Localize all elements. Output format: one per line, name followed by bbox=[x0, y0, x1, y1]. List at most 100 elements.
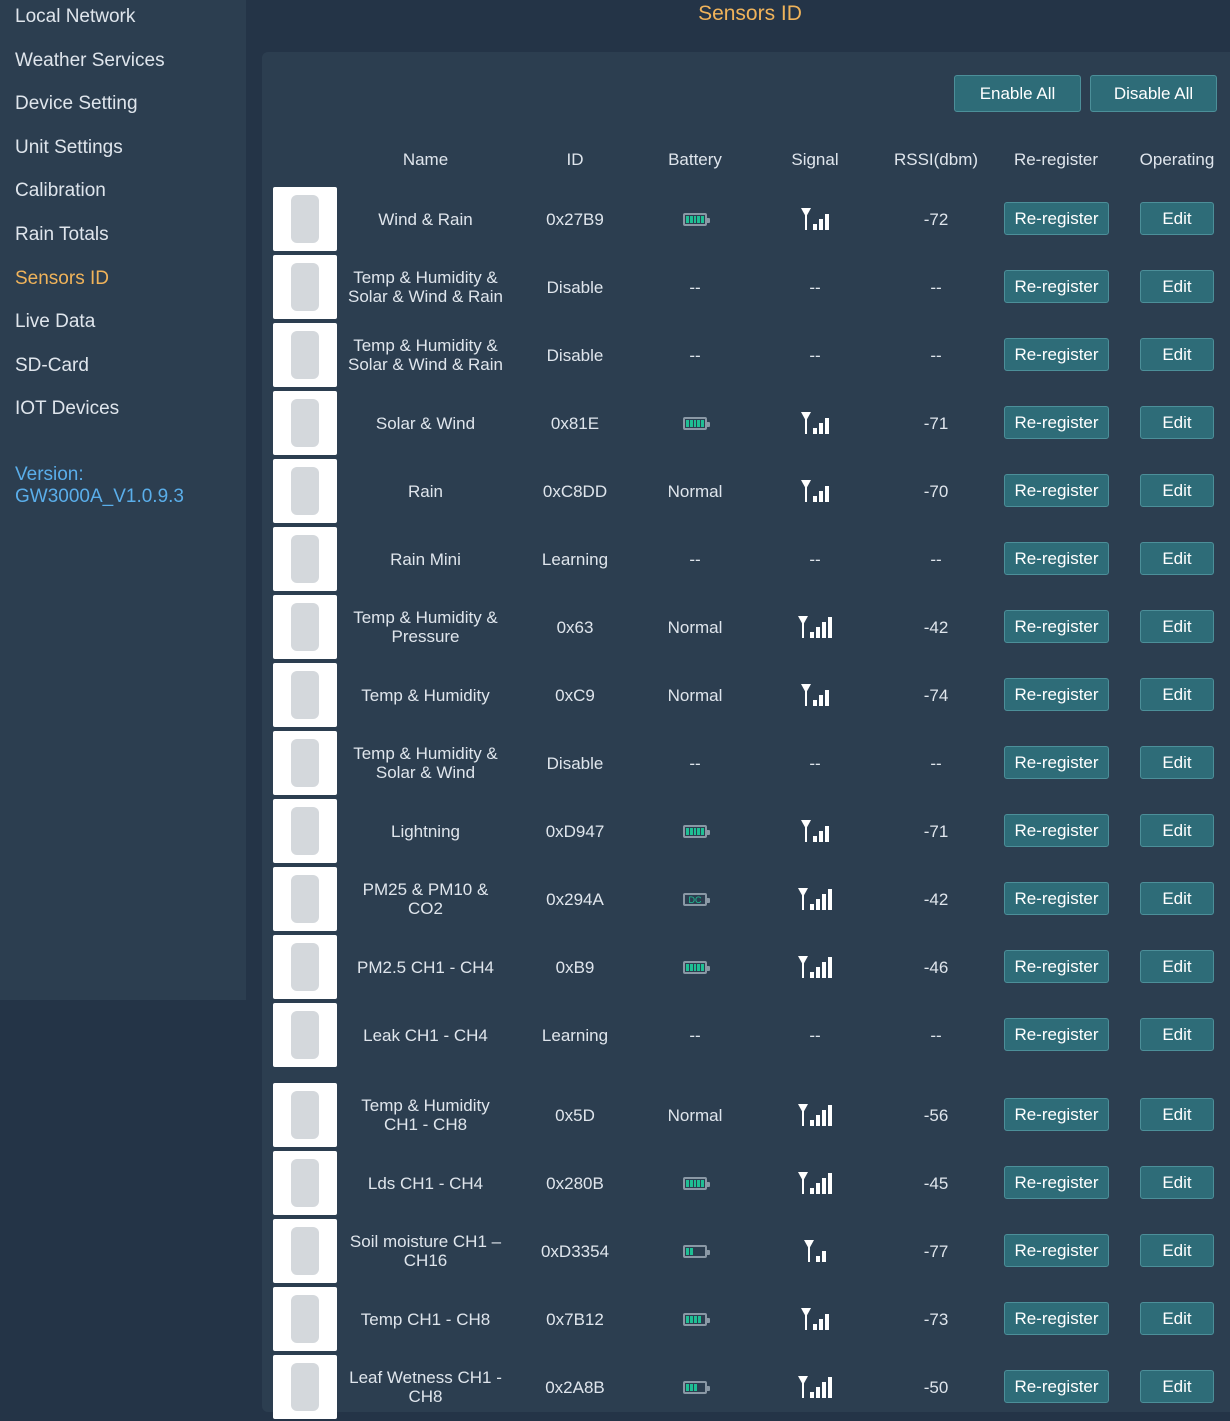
disable-all-button[interactable]: Disable All bbox=[1090, 75, 1217, 112]
sensor-id: 0x63 bbox=[556, 617, 594, 637]
battery-segment bbox=[693, 963, 697, 971]
re-register-button[interactable]: Re-register bbox=[1004, 406, 1109, 439]
table-row: PM25 & PM10 & CO2 0x294A DC -42 Re-register E… bbox=[0, 865, 1230, 933]
edit-button[interactable]: Edit bbox=[1140, 1234, 1214, 1267]
sensor-id: 0x280B bbox=[546, 1173, 604, 1193]
sidebar-item-local-network[interactable]: Local Network bbox=[15, 6, 136, 27]
table-row: Temp & Humidity CH1 - CH8 0x5D Normal -56 Re… bbox=[0, 1081, 1230, 1149]
battery-status: Normal bbox=[667, 481, 723, 501]
battery-segment bbox=[686, 1179, 689, 1187]
battery-segment bbox=[689, 419, 693, 427]
signal-bar bbox=[816, 1183, 820, 1194]
sidebar-item-device-setting[interactable]: Device Setting bbox=[15, 93, 138, 115]
re-register-button[interactable]: Re-register bbox=[1004, 610, 1109, 643]
signal-bar bbox=[822, 622, 826, 638]
sidebar-item-sd-card[interactable]: SD-Card bbox=[15, 354, 89, 376]
signal-icon bbox=[798, 1172, 832, 1194]
re-register-button[interactable]: Re-register bbox=[1004, 1018, 1109, 1051]
edit-button[interactable]: Edit bbox=[1140, 338, 1214, 371]
sensor-image bbox=[273, 1083, 337, 1147]
battery-segment bbox=[690, 1383, 693, 1391]
re-register-button[interactable]: Re-register bbox=[1004, 882, 1109, 915]
edit-button[interactable]: Edit bbox=[1140, 678, 1214, 711]
sensor-id: 0xC8DD bbox=[542, 481, 608, 501]
signal-bar bbox=[822, 962, 826, 978]
table-row: Leaf Wetness CH1 - CH8 0x2A8B -50 Re-regist… bbox=[0, 1353, 1230, 1421]
signal-bar bbox=[825, 826, 829, 842]
sensor-id: 0x27B9 bbox=[546, 209, 604, 229]
signal-status: -- bbox=[809, 549, 821, 569]
sidebar-item-unit-settings[interactable]: Unit Settings bbox=[15, 136, 123, 158]
edit-button[interactable]: Edit bbox=[1140, 882, 1214, 915]
edit-button[interactable]: Edit bbox=[1140, 1018, 1214, 1051]
signal-bar bbox=[819, 1319, 823, 1330]
edit-button[interactable]: Edit bbox=[1140, 1302, 1214, 1335]
antenna-icon bbox=[798, 1172, 808, 1194]
sensor-image bbox=[273, 391, 337, 455]
re-register-button[interactable]: Re-register bbox=[1004, 678, 1109, 711]
sensor-name: Leak CH1 - CH4 bbox=[363, 1025, 488, 1045]
battery-cell bbox=[635, 389, 755, 457]
signal-bar bbox=[822, 1251, 826, 1262]
sidebar-item-iot-devices[interactable]: IOT Devices bbox=[15, 398, 120, 420]
signal-cell bbox=[755, 933, 875, 1001]
edit-button[interactable]: Edit bbox=[1140, 1370, 1214, 1403]
sensor-name: Temp & Humidity & Solar & Wind & Rain bbox=[348, 268, 503, 306]
re-register-button[interactable]: Re-register bbox=[1004, 746, 1109, 779]
sidebar-item-weather-services[interactable]: Weather Services bbox=[15, 49, 165, 71]
battery-segment bbox=[701, 963, 704, 971]
signal-icon bbox=[801, 820, 829, 842]
edit-button[interactable]: Edit bbox=[1140, 474, 1214, 507]
sensor-name: Soil moisture CH1 – CH16 bbox=[349, 1232, 502, 1270]
re-register-button[interactable]: Re-register bbox=[1004, 542, 1109, 575]
sensor-name: Temp & Humidity bbox=[361, 685, 490, 705]
antenna-icon bbox=[798, 1376, 808, 1398]
battery-segment bbox=[697, 827, 701, 835]
edit-button[interactable]: Edit bbox=[1140, 950, 1214, 983]
edit-button[interactable]: Edit bbox=[1140, 814, 1214, 847]
edit-button[interactable]: Edit bbox=[1140, 1098, 1214, 1131]
edit-button[interactable]: Edit bbox=[1140, 1166, 1214, 1199]
edit-button[interactable]: Edit bbox=[1140, 746, 1214, 779]
sidebar-item-calibration[interactable]: Calibration bbox=[15, 180, 106, 202]
table-row: Lightning 0xD947 -71 Re-register Edit bbox=[0, 797, 1230, 865]
signal-icon bbox=[801, 412, 829, 434]
signal-status: -- bbox=[809, 345, 821, 365]
re-register-button[interactable]: Re-register bbox=[1004, 814, 1109, 847]
re-register-button[interactable]: Re-register bbox=[1004, 1098, 1109, 1131]
sidebar-item-live-data[interactable]: Live Data bbox=[15, 311, 96, 333]
sensor-image bbox=[273, 323, 337, 387]
sidebar-item-sensors-id[interactable]: Sensors ID bbox=[15, 267, 109, 289]
sensor-image bbox=[273, 799, 337, 863]
sensor-name: PM2.5 CH1 - CH4 bbox=[357, 957, 494, 977]
signal-icon bbox=[801, 208, 829, 230]
sidebar-item-rain-totals[interactable]: Rain Totals bbox=[15, 224, 109, 245]
re-register-button[interactable]: Re-register bbox=[1004, 474, 1109, 507]
sensor-id: Learning bbox=[541, 549, 609, 569]
rssi-value: -50 bbox=[923, 1377, 949, 1397]
signal-icon bbox=[801, 1308, 829, 1330]
edit-button[interactable]: Edit bbox=[1140, 610, 1214, 643]
signal-bar bbox=[816, 899, 820, 910]
antenna-icon bbox=[798, 956, 808, 978]
re-register-button[interactable]: Re-register bbox=[1004, 270, 1109, 303]
re-register-button[interactable]: Re-register bbox=[1004, 338, 1109, 371]
table-row: Temp & Humidity & Pressure 0x63 Normal -42 R… bbox=[0, 593, 1230, 661]
edit-button[interactable]: Edit bbox=[1140, 270, 1214, 303]
re-register-button[interactable]: Re-register bbox=[1004, 950, 1109, 983]
re-register-button[interactable]: Re-register bbox=[1004, 1370, 1109, 1403]
sensor-name: Rain Mini bbox=[390, 549, 461, 569]
re-register-button[interactable]: Re-register bbox=[1004, 1234, 1109, 1267]
enable-all-button[interactable]: Enable All bbox=[954, 75, 1081, 112]
edit-button[interactable]: Edit bbox=[1140, 542, 1214, 575]
re-register-button[interactable]: Re-register bbox=[1004, 1302, 1109, 1335]
rssi-value: -77 bbox=[923, 1241, 949, 1261]
signal-cell bbox=[755, 593, 875, 661]
table-row: Temp & Humidity 0xC9 Normal -74 Re-register E… bbox=[0, 661, 1230, 729]
re-register-button[interactable]: Re-register bbox=[1004, 202, 1109, 235]
signal-bar bbox=[825, 214, 829, 230]
edit-button[interactable]: Edit bbox=[1140, 202, 1214, 235]
edit-button[interactable]: Edit bbox=[1140, 406, 1214, 439]
re-register-button[interactable]: Re-register bbox=[1004, 1166, 1109, 1199]
battery-segment bbox=[689, 215, 693, 223]
